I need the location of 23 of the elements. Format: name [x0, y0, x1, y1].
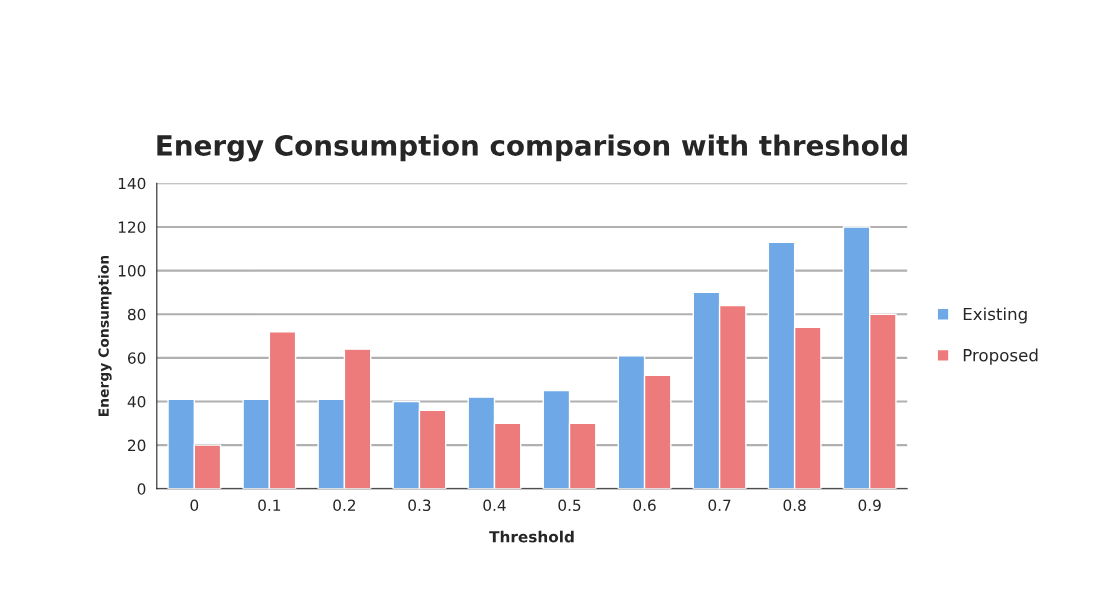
y-tick-label: 40 — [127, 395, 146, 408]
x-tick-label: 0.8 — [783, 499, 806, 512]
y-tick-label: 60 — [128, 352, 146, 364]
legend-label: Existing — [963, 307, 1027, 324]
x-tick-label: 0 — [190, 499, 199, 512]
x-tick-label: 0.2 — [333, 499, 356, 512]
x-tick-label: 0.3 — [408, 499, 431, 512]
x-tick-label: 0.6 — [633, 499, 656, 512]
y-tick-label: 20 — [128, 439, 146, 452]
y-tick-label: 0 — [137, 483, 146, 495]
x-tick-label: 0.5 — [558, 499, 581, 512]
y-tick-label: 120 — [118, 221, 146, 233]
x-tick-label: 0.4 — [483, 499, 506, 512]
y-tick-label: 80 — [127, 308, 146, 321]
x-tick-label: 0.1 — [258, 499, 281, 512]
chart-title: Energy Consumption comparison with threshold — [157, 134, 907, 162]
x-tick-label: 0.9 — [858, 499, 881, 512]
y-tick-label: 140 — [118, 177, 146, 190]
x-axis-title: Threshold — [489, 530, 574, 543]
y-axis-title: Energy Consumption — [98, 255, 112, 417]
legend-label: Proposed — [963, 348, 1038, 365]
x-tick-label: 0.7 — [708, 499, 731, 512]
y-tick-label: 100 — [118, 265, 146, 277]
